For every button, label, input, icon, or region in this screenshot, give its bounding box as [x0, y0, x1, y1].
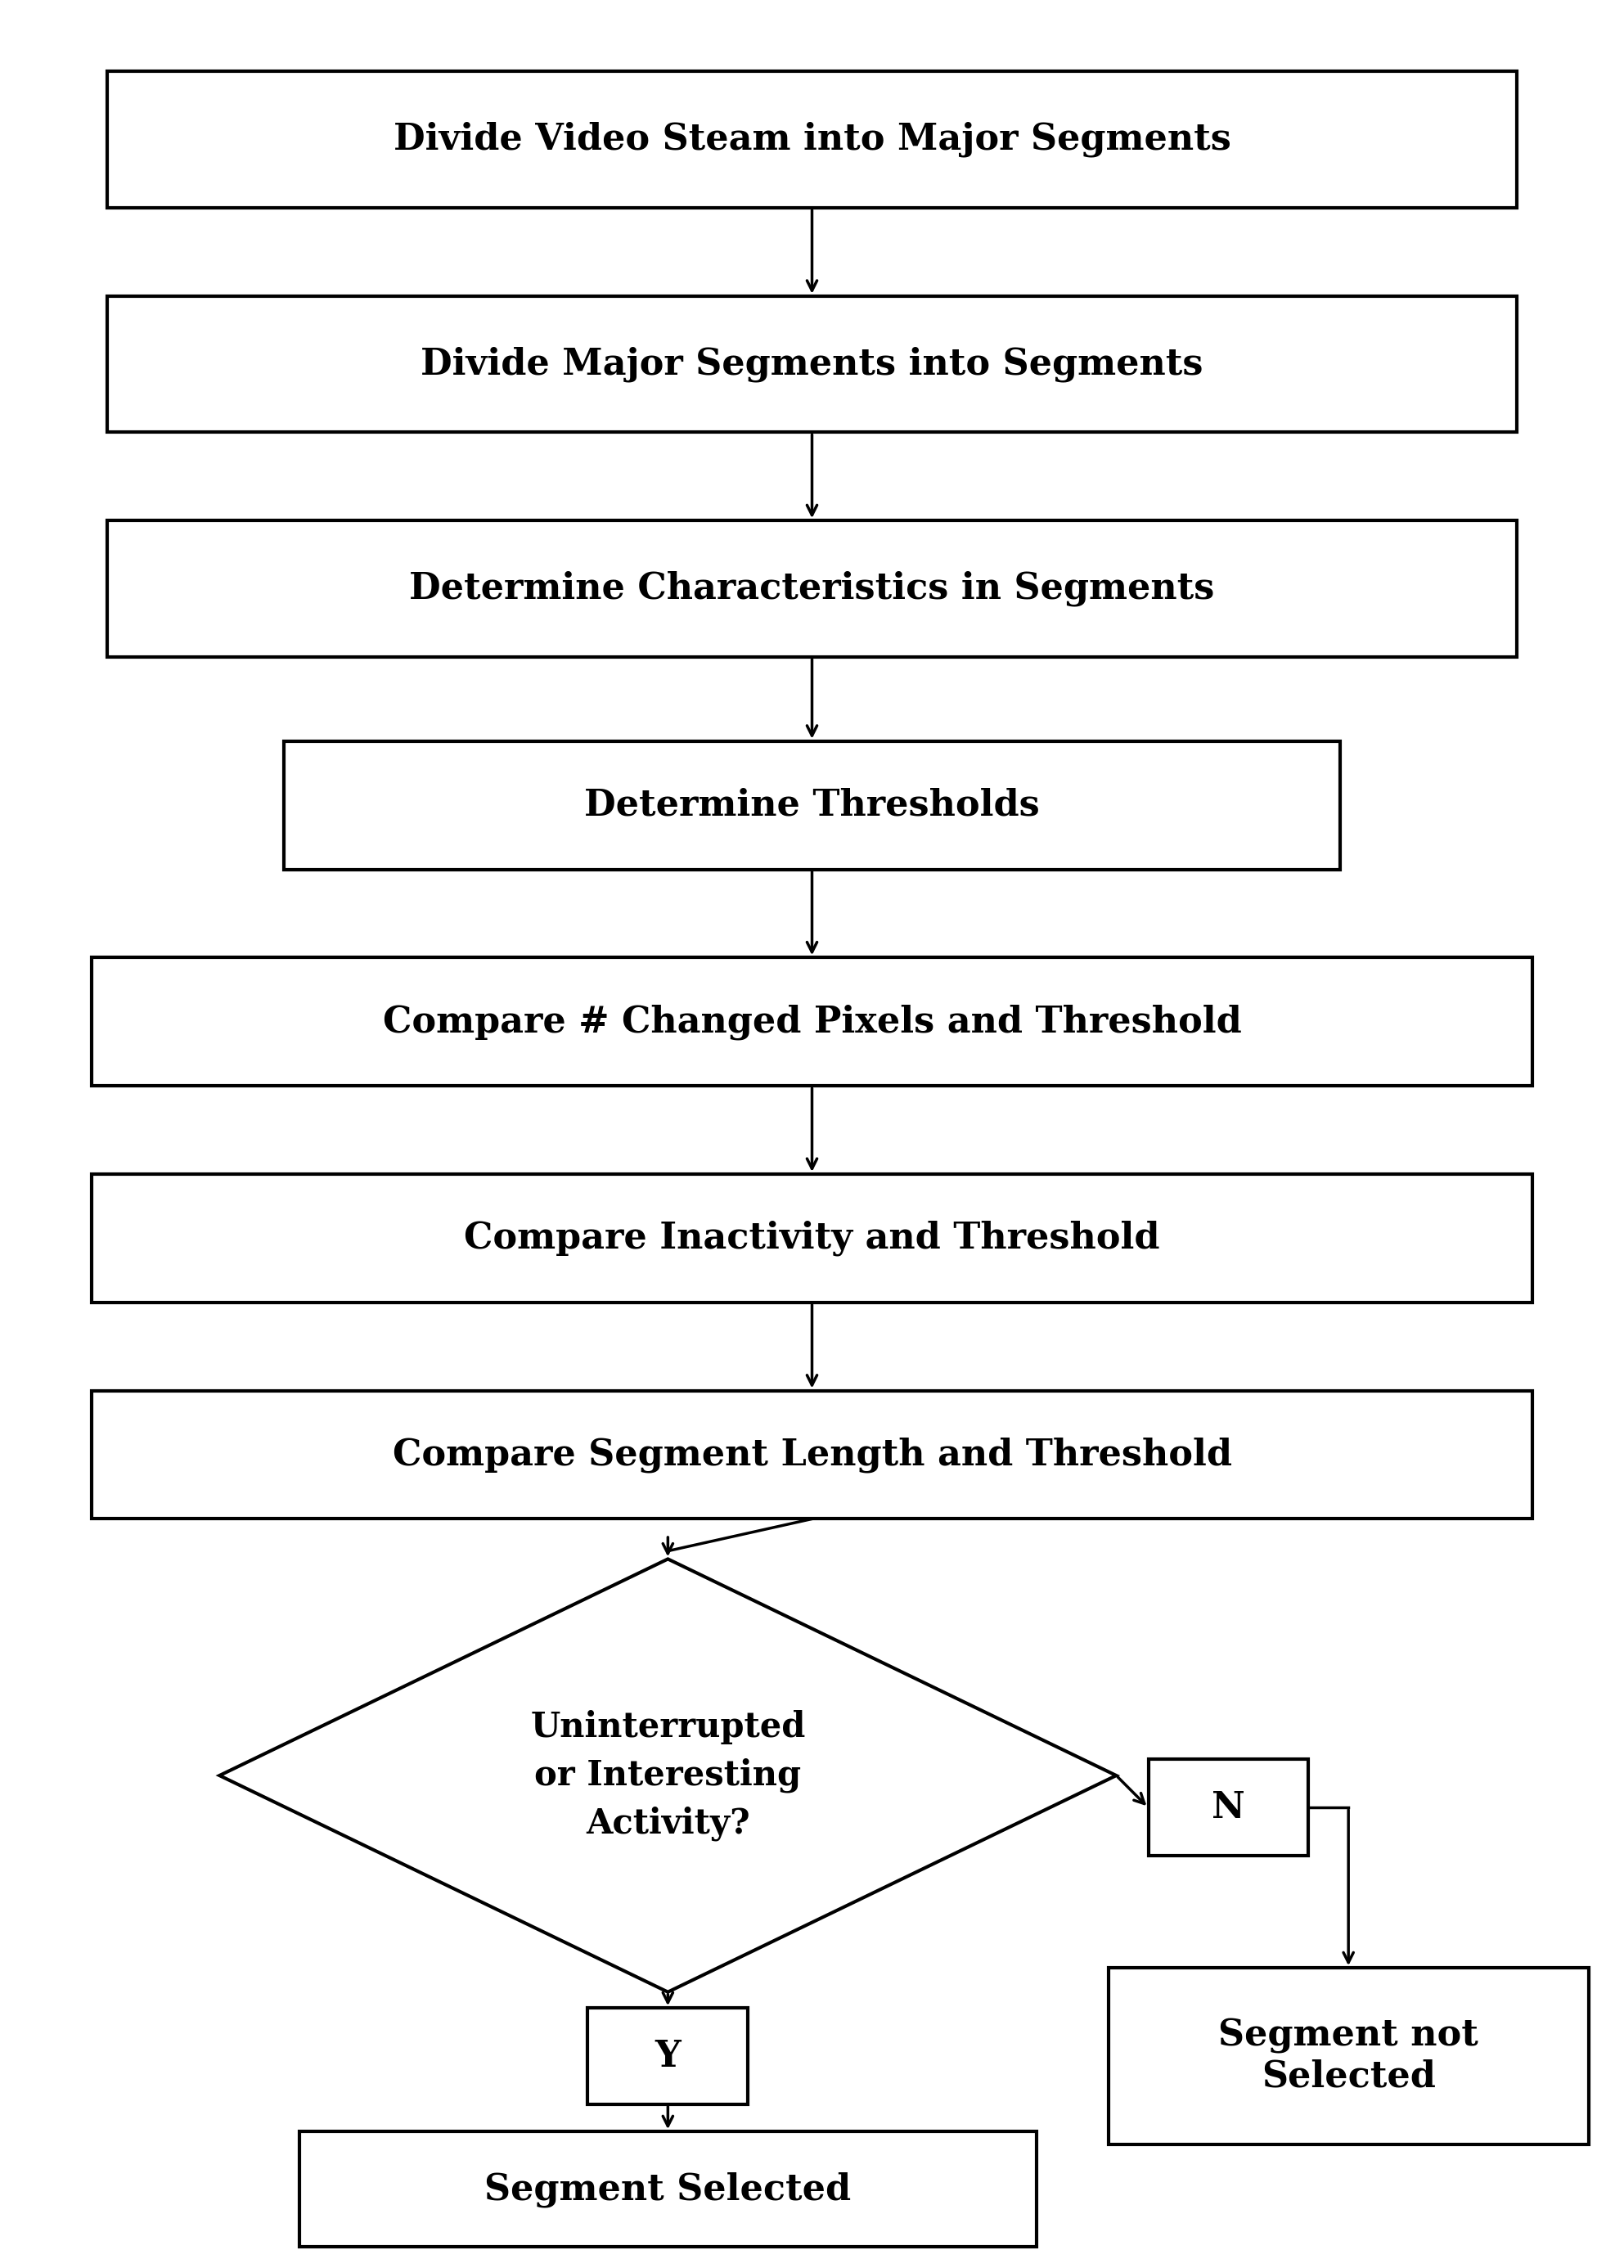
Text: Segment Selected: Segment Selected — [484, 2170, 851, 2207]
Text: Y: Y — [654, 2039, 680, 2073]
Text: Divide Video Steam into Major Segments: Divide Video Steam into Major Segments — [393, 122, 1231, 156]
Bar — [107, 297, 1517, 433]
Bar — [91, 1390, 1533, 1520]
Bar — [107, 73, 1517, 209]
Text: Determine Thresholds: Determine Thresholds — [585, 787, 1039, 823]
Text: Divide Major Segments into Segments: Divide Major Segments into Segments — [421, 347, 1203, 381]
Text: Compare Inactivity and Threshold: Compare Inactivity and Threshold — [464, 1220, 1160, 1256]
Text: N: N — [1212, 1789, 1246, 1826]
Text: Segment not
Selected: Segment not Selected — [1218, 2019, 1478, 2093]
Bar — [588, 2007, 749, 2105]
Bar — [1108, 1969, 1588, 2143]
Bar — [91, 1175, 1533, 1302]
Text: Compare Segment Length and Threshold: Compare Segment Length and Threshold — [393, 1438, 1231, 1472]
Bar — [284, 742, 1340, 869]
Bar — [91, 957, 1533, 1086]
Text: Compare # Changed Pixels and Threshold: Compare # Changed Pixels and Threshold — [383, 1005, 1241, 1039]
Polygon shape — [219, 1558, 1116, 1991]
Bar — [107, 522, 1517, 658]
Bar — [1148, 1760, 1309, 1855]
Text: Uninterrupted
or Interesting
Activity?: Uninterrupted or Interesting Activity? — [531, 1710, 806, 1842]
Text: Determine Characteristics in Segments: Determine Characteristics in Segments — [409, 572, 1215, 606]
Bar — [299, 2132, 1036, 2248]
